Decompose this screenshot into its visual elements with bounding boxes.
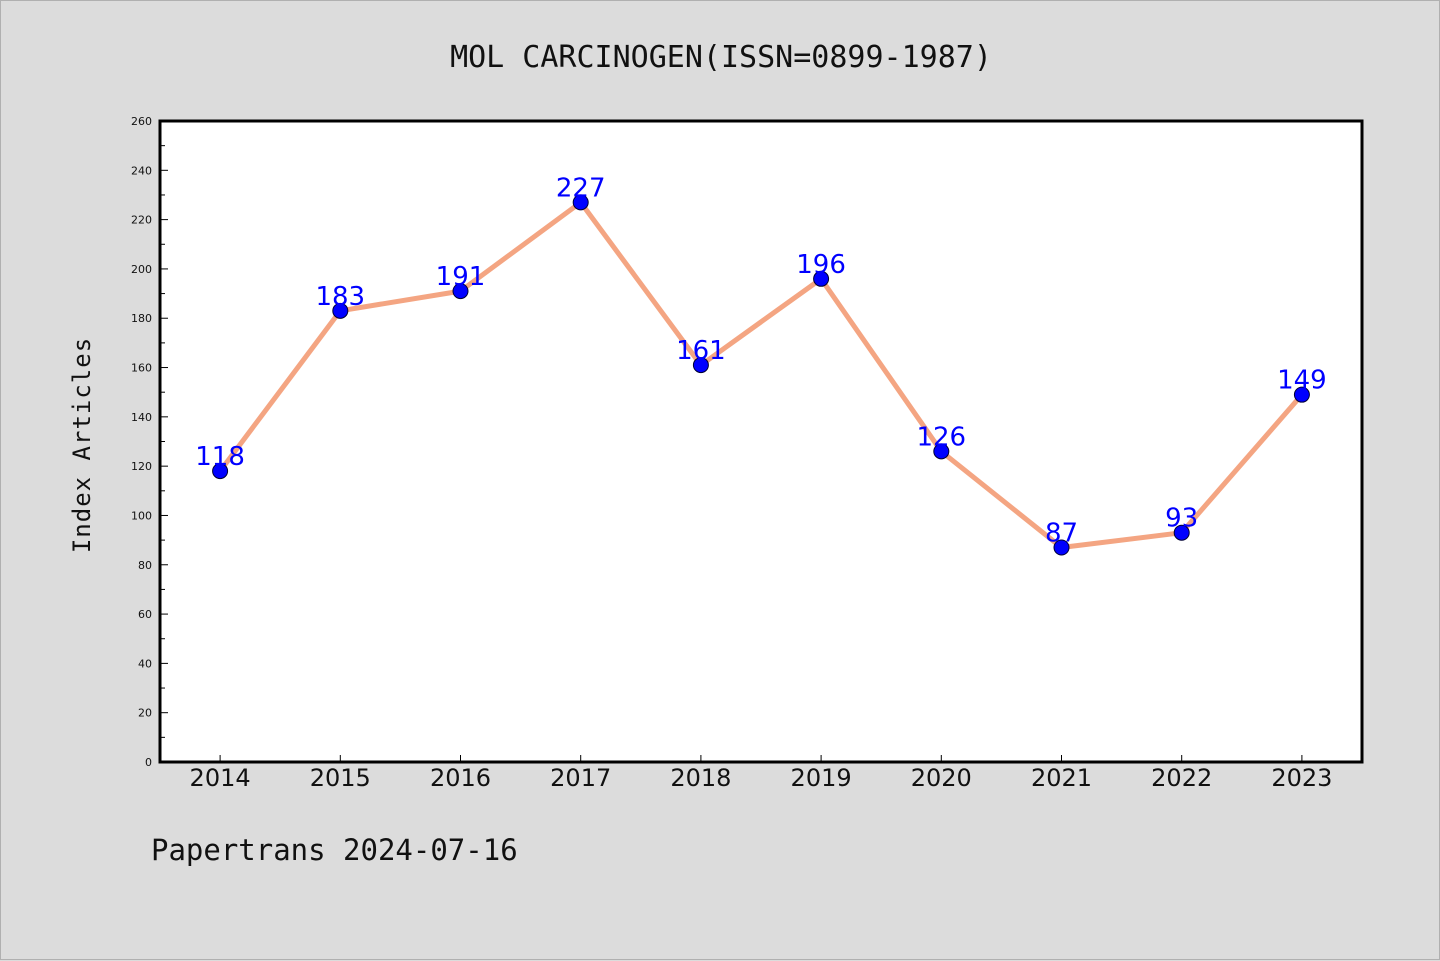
x-tick-label: 2021: [1031, 764, 1092, 792]
x-tick-label: 2022: [1151, 764, 1212, 792]
y-axis-label: Index Articles: [68, 337, 96, 553]
series-line: [217, 199, 1305, 550]
y-tick-label: 200: [131, 263, 152, 276]
data-label: 191: [436, 262, 486, 292]
data-point: [212, 463, 229, 480]
data-point: [1053, 539, 1070, 556]
plot-area: [160, 121, 1362, 762]
y-tick-label: 260: [131, 115, 152, 128]
y-tick-label: 0: [145, 756, 152, 769]
x-tick-label: 2017: [550, 764, 611, 792]
y-tick-label: 60: [138, 608, 152, 621]
series-polyline: [217, 199, 1305, 550]
x-tick-label: 2018: [670, 764, 731, 792]
data-label: 183: [315, 282, 365, 312]
y-tick-label: 20: [138, 707, 152, 720]
x-tick-label: 2014: [190, 764, 251, 792]
y-axis: 0 20 40 60 80 100 120 140 160 180 200 220 240 260: [131, 115, 168, 769]
x-tick-label: 2016: [430, 764, 491, 792]
x-axis: 2014 2015 2016 2017 2018 2019 2020 2021 2022 2023: [190, 755, 1332, 792]
chart-title: MOL CARCINOGEN(ISSN=0899-1987): [450, 40, 992, 75]
data-label: 227: [556, 173, 606, 203]
data-label: 161: [676, 336, 726, 366]
data-label: 118: [195, 442, 245, 472]
y-tick-label: 120: [131, 460, 152, 473]
data-label: 93: [1165, 504, 1198, 534]
data-point: [452, 283, 469, 300]
data-point: [933, 443, 950, 460]
data-markers: [212, 194, 1310, 556]
footer-credit: Papertrans 2024-07-16: [151, 833, 518, 867]
data-point: [1293, 386, 1310, 403]
data-labels: 118 183 191 227 161 196 126 87 93 149: [195, 173, 1326, 548]
y-tick-label: 240: [131, 164, 152, 177]
data-point: [332, 302, 349, 319]
x-tick-label: 2015: [310, 764, 371, 792]
data-point: [692, 357, 709, 374]
x-tick-label: 2019: [791, 764, 852, 792]
data-point: [572, 194, 589, 211]
data-label: 196: [796, 250, 846, 280]
data-point: [1173, 524, 1190, 541]
y-tick-label: 220: [131, 214, 152, 227]
plot-border: [158, 119, 1364, 764]
data-label: 87: [1045, 519, 1078, 549]
y-tick-label: 180: [131, 312, 152, 325]
x-tick-label: 2023: [1271, 764, 1332, 792]
y-tick-label: 40: [138, 657, 152, 670]
y-tick-label: 160: [131, 362, 152, 375]
y-tick-label: 100: [131, 509, 152, 522]
data-label: 149: [1277, 366, 1327, 396]
data-label: 126: [916, 422, 966, 452]
y-tick-label: 80: [138, 559, 152, 572]
y-tick-label: 140: [131, 411, 152, 424]
data-point: [813, 270, 830, 287]
x-tick-label: 2020: [911, 764, 972, 792]
